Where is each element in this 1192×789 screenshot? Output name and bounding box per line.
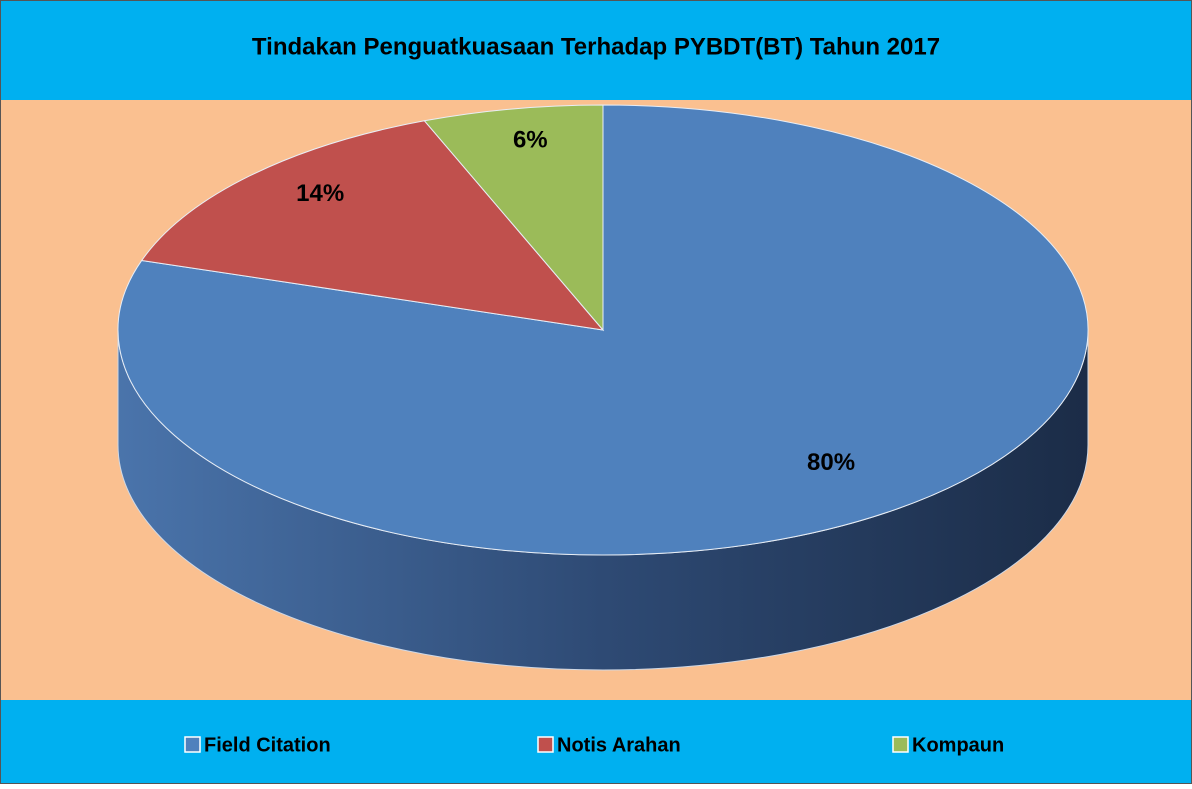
data-label: 6% [513, 127, 548, 154]
legend-swatch [892, 736, 909, 753]
data-label: 14% [296, 180, 344, 207]
legend: Field Citation Notis Arahan Kompaun [184, 734, 1004, 756]
legend-label: Kompaun [912, 734, 1004, 756]
legend-swatch [537, 736, 554, 753]
legend-label: Notis Arahan [557, 734, 681, 756]
pie-slice [423, 104, 604, 332]
chart-title: Tindakan Penguatkuasaan Terhadap PYBDT(B… [252, 33, 940, 60]
data-label: 80% [807, 449, 855, 476]
pie-slice [140, 120, 605, 331]
legend-label: Field Citation [204, 734, 331, 756]
pie: 80% 14% 6% [117, 104, 1089, 671]
legend-swatch [184, 736, 201, 753]
title-band [0, 0, 1192, 100]
